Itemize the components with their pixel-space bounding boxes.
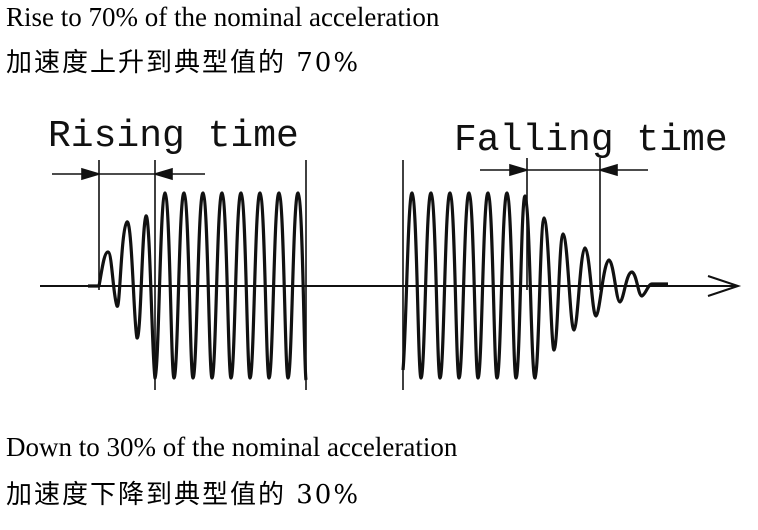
rising-time-dimension (52, 167, 205, 181)
time-axis (40, 275, 742, 297)
rise-caption-english: Rise to 70% of the nominal acceleration (6, 2, 440, 32)
arrow-left-icon (597, 163, 618, 177)
fall-caption-english: Down to 30% of the nominal acceleration (6, 432, 458, 462)
rising-waveform (88, 191, 308, 381)
rising-time-label: Rising time (48, 115, 299, 158)
falling-time-label: Falling time (454, 119, 728, 162)
arrow-left-icon (152, 167, 173, 181)
rise-caption-chinese: 加速度上升到典型值的 70% (6, 48, 361, 78)
arrow-right-icon (81, 167, 102, 181)
axis-arrow-icon (707, 275, 742, 297)
fall-caption-chinese: 加速度下降到典型值的 30% (6, 480, 361, 510)
arrow-right-icon (509, 163, 530, 177)
falling-waveform (401, 191, 668, 380)
falling-time-dimension (480, 163, 648, 177)
